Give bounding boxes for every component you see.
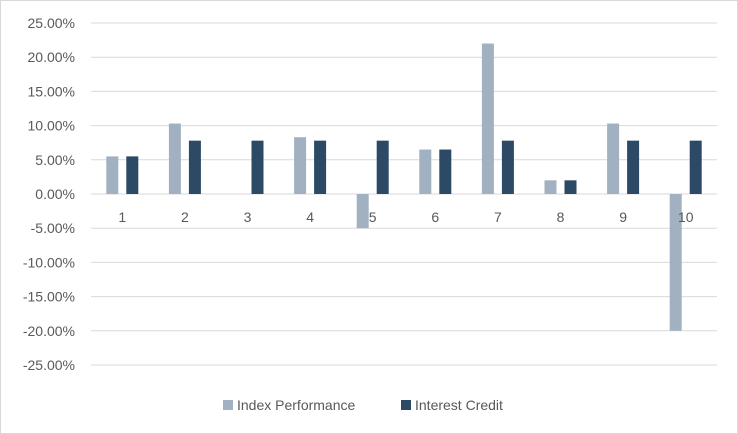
bar-index-performance-6 (419, 149, 432, 194)
y-tick-label: 15.00% (28, 83, 75, 99)
x-category-label: 7 (494, 209, 502, 225)
bar-interest-credit-5 (376, 140, 389, 194)
legend-swatch-index-performance (223, 400, 233, 410)
x-category-label: 9 (619, 209, 627, 225)
gridlines (91, 22, 717, 366)
x-axis-category-labels: 1 2 3 4 5 6 7 8 9 10 (118, 209, 693, 225)
x-category-label: 6 (431, 209, 439, 225)
bar-index-performance-7 (481, 43, 494, 194)
y-tick-label: 10.00% (28, 118, 75, 134)
bar-index-performance-4 (294, 137, 307, 194)
x-category-label: 2 (181, 209, 189, 225)
bar-index-performance-9 (607, 123, 620, 194)
bar-interest-credit-2 (188, 140, 201, 194)
bar-interest-credit-1 (126, 156, 139, 194)
bar-interest-credit-3 (251, 140, 264, 194)
y-tick-label: 20.00% (28, 49, 75, 65)
y-tick-label: 5.00% (35, 152, 75, 168)
y-tick-label: -25.00% (23, 357, 75, 373)
legend-swatch-interest-credit (401, 400, 411, 410)
y-tick-label: -15.00% (23, 289, 75, 305)
legend: Index Performance Interest Credit (223, 397, 503, 413)
bar-interest-credit-4 (314, 140, 327, 194)
bar-index-performance-2 (168, 123, 181, 194)
y-tick-label: -5.00% (31, 220, 75, 236)
x-category-label: 3 (244, 209, 252, 225)
y-tick-label: -10.00% (23, 254, 75, 270)
bar-interest-credit-8 (564, 180, 577, 194)
legend-label-interest-credit: Interest Credit (415, 397, 503, 413)
bar-index-performance-8 (544, 180, 557, 194)
x-category-label: 4 (306, 209, 314, 225)
bar-interest-credit-7 (501, 140, 514, 194)
y-tick-label: -20.00% (23, 323, 75, 339)
y-tick-label: 25.00% (28, 15, 75, 31)
bar-index-performance-10 (669, 194, 682, 331)
bar-index-performance-1 (106, 156, 119, 194)
bar-index-performance-5 (356, 194, 369, 229)
legend-label-index-performance: Index Performance (237, 397, 355, 413)
x-category-label: 1 (118, 209, 126, 225)
y-axis-ticks: 25.00% 20.00% 15.00% 10.00% 5.00% 0.00% -5.00%… (23, 15, 75, 373)
bars (106, 43, 702, 331)
x-category-label: 10 (678, 209, 694, 225)
y-tick-label: 0.00% (35, 186, 75, 202)
bar-interest-credit-10 (689, 140, 702, 194)
x-category-label: 5 (369, 209, 377, 225)
x-category-label: 8 (557, 209, 565, 225)
bar-interest-credit-6 (439, 149, 452, 194)
bar-interest-credit-9 (627, 140, 640, 194)
